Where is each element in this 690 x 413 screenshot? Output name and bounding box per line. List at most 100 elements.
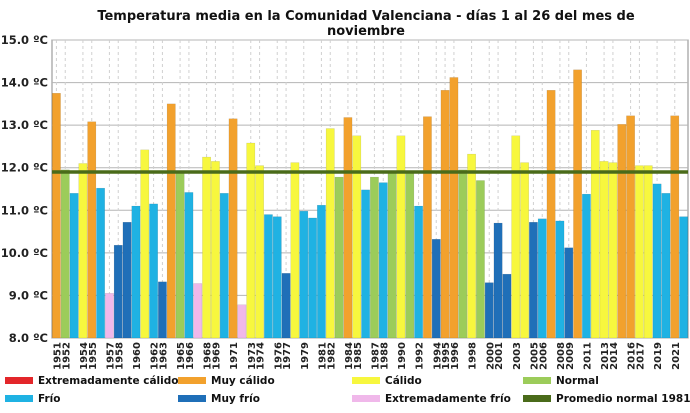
bar-2015: [617, 124, 627, 339]
bar-1965: [175, 171, 185, 339]
bar-1956: [96, 187, 105, 339]
bar-1969: [211, 161, 220, 339]
bar-1995: [440, 90, 450, 339]
bar-1974: [255, 165, 264, 339]
bar-2010: [573, 69, 582, 339]
bar-2000: [484, 282, 494, 339]
x-tick-label: 1969: [211, 342, 222, 370]
x-tick-label: 1960: [132, 342, 143, 370]
bar-1966: [184, 192, 194, 339]
bar-1973: [246, 142, 256, 339]
y-tick-label: 11.0 ºC: [1, 203, 48, 217]
x-tick-label: 1987: [370, 342, 381, 370]
chart-title-line-2: noviembre: [327, 24, 405, 39]
x-tick-label: 2000: [485, 342, 496, 370]
bar-2014: [608, 162, 618, 339]
bar-1986: [361, 189, 370, 339]
bar-1959: [122, 222, 132, 339]
y-tick-label: 9.0 ºC: [9, 288, 48, 302]
legend-item-cal: Cálido: [352, 375, 422, 387]
x-tick-label: 1990: [397, 342, 408, 370]
bar-1955: [87, 121, 97, 339]
x-tick-label: 1998: [468, 342, 479, 370]
bar-1970: [219, 193, 229, 339]
x-tick-label: 1976: [273, 342, 284, 370]
x-tick-label: 1971: [229, 342, 240, 370]
legend-item-frio: Frío: [5, 393, 61, 405]
legend-label: Muy cálido: [211, 375, 275, 387]
bar-2003: [511, 135, 521, 339]
bar-2004: [520, 162, 529, 339]
bar-2007: [546, 90, 556, 339]
bar-2018: [643, 165, 653, 339]
bar-1997: [458, 169, 468, 339]
x-tick-label: 2014: [609, 342, 620, 370]
legend-swatch: [523, 377, 551, 384]
legend-label: Frío: [38, 393, 61, 405]
legend: Extremadamente cálido Muy cálido Cálido Nor…: [5, 375, 690, 405]
legend-swatch: [352, 395, 380, 402]
bar-1983: [334, 176, 344, 339]
x-tick-label: 1973: [247, 342, 258, 370]
bar-1961: [140, 149, 150, 339]
bar-1971: [228, 118, 238, 339]
bar-1980: [308, 217, 317, 339]
bar-1972: [237, 304, 247, 339]
legend-swatch: [178, 377, 206, 384]
x-tick-label: 1974: [256, 342, 267, 370]
bar-1987: [370, 176, 379, 339]
x-tick-label: 1968: [203, 342, 214, 370]
bar-1985: [352, 135, 362, 339]
bar-1953: [69, 193, 79, 339]
bar-2013: [599, 161, 609, 339]
bar-2022: [679, 216, 688, 339]
bar-2009: [564, 247, 574, 339]
bar-1975: [264, 214, 273, 339]
x-tick-label: 2001: [494, 342, 505, 370]
x-tick-label: 2013: [600, 342, 611, 370]
x-tick-label: 1951: [52, 342, 63, 370]
y-tick-label: 13.0 ºC: [1, 118, 48, 132]
bar-1978: [290, 162, 300, 339]
bar-1989: [387, 172, 397, 339]
legend-swatch: [5, 377, 33, 384]
plot-background: [51, 39, 689, 339]
legend-label: Extremadamente frío: [385, 393, 511, 405]
x-tick-label: 1958: [114, 342, 125, 370]
x-tick-label: 2009: [565, 342, 576, 370]
x-tick-label: 2021: [671, 342, 682, 370]
bar-2006: [537, 218, 547, 339]
bar-1951: [52, 93, 61, 339]
bar-2016: [626, 115, 635, 339]
x-tick-label: 1982: [326, 342, 337, 370]
x-tick-label: 1966: [185, 342, 196, 370]
y-tick-label: 8.0 ºC: [9, 331, 48, 345]
legend-label: Normal: [556, 375, 599, 387]
x-tick-label: 1965: [176, 342, 187, 370]
y-tick-label: 12.0 ºC: [1, 161, 48, 175]
bar-1962: [149, 203, 158, 339]
x-tick-label: 2016: [627, 342, 638, 370]
legend-item-prom: Promedio normal 1981-2010: [523, 393, 690, 405]
legend-item-xfrio: Extremadamente frío: [352, 393, 511, 405]
bar-1992: [414, 205, 423, 339]
chart-title-line-1: Temperatura media en la Comunidad Valenc…: [97, 9, 634, 24]
bar-2001: [493, 222, 503, 339]
x-tick-label: 1955: [88, 342, 99, 370]
x-tick-label: 1963: [158, 342, 169, 370]
bar-1967: [193, 283, 203, 339]
x-tick-label: 2019: [653, 342, 664, 370]
bar-2021: [670, 115, 680, 339]
bar-2008: [555, 220, 565, 339]
legend-label: Muy frío: [211, 393, 260, 405]
bar-1952: [60, 169, 70, 339]
y-tick-label: 15.0 ºC: [1, 33, 48, 47]
bar-1999: [476, 180, 485, 339]
y-tick-label: 10.0 ºC: [1, 246, 48, 260]
legend-item-mfrio: Muy frío: [178, 393, 260, 405]
bar-1958: [113, 244, 123, 339]
x-tick-label: 1996: [450, 342, 461, 370]
bar-1994: [431, 239, 441, 339]
x-tick-label: 1984: [344, 342, 355, 370]
